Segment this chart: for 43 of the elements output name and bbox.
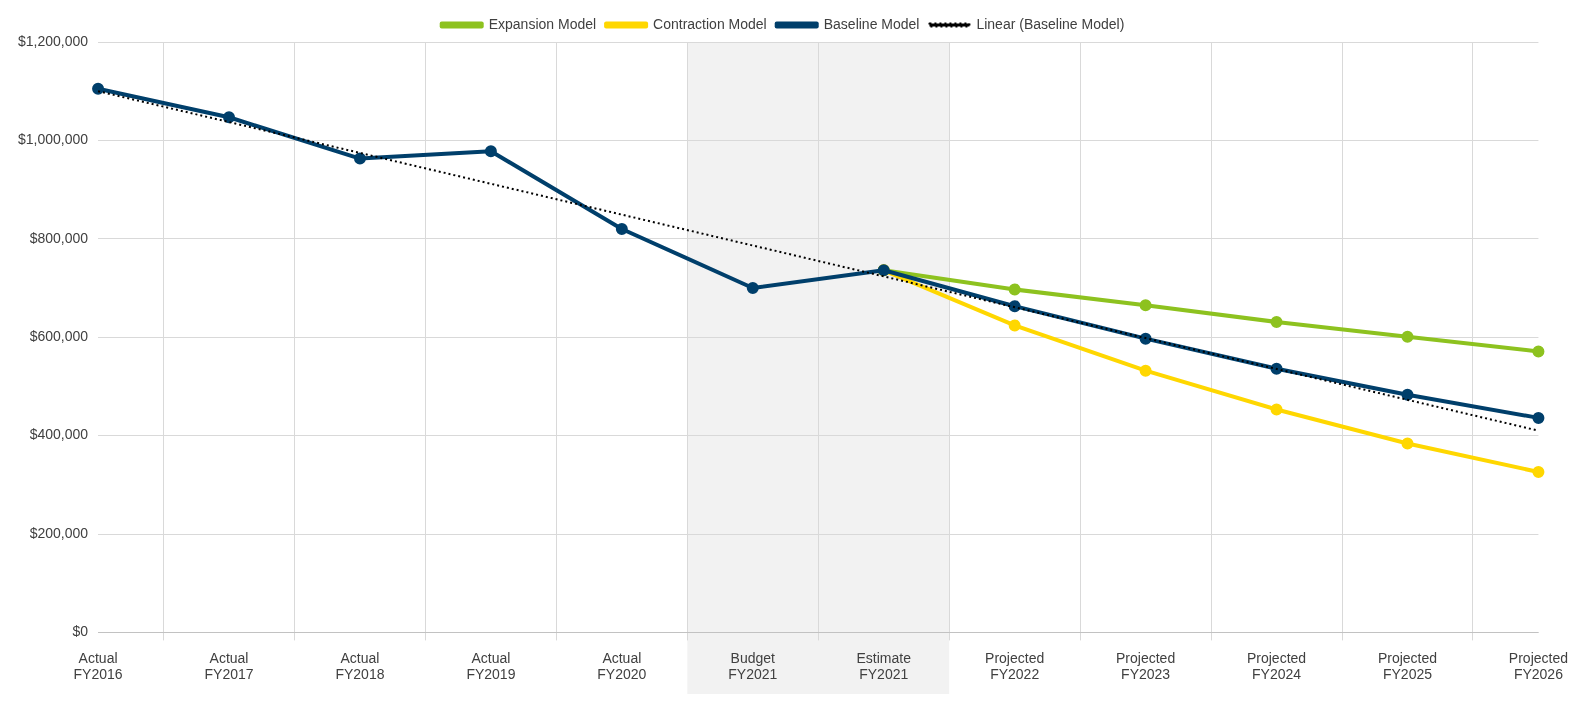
point — [1532, 411, 1545, 424]
point — [615, 222, 628, 235]
x-tick-label: Budget FY2021 — [728, 649, 778, 683]
x-tick-label: Projected FY2022 — [985, 649, 1045, 683]
x-tick-label: Actual FY2019 — [466, 649, 516, 683]
point — [353, 152, 366, 165]
point — [1139, 364, 1152, 377]
y-tick-label: $600,000 — [29, 328, 89, 345]
legend-label: Contraction Model — [653, 15, 767, 32]
point — [1008, 283, 1021, 296]
y-tick-label: $400,000 — [29, 426, 89, 443]
y-tick-label: $1,000,000 — [17, 131, 89, 148]
point — [1532, 345, 1545, 358]
legend-label: Expansion Model — [488, 15, 597, 32]
x-tick-label: Actual FY2020 — [597, 649, 647, 683]
point — [1401, 437, 1414, 450]
y-tick-label: $1,200,000 — [17, 32, 89, 49]
point — [1270, 315, 1283, 328]
point — [1008, 300, 1021, 313]
point — [746, 282, 759, 294]
legend-label: Baseline Model — [823, 15, 920, 32]
x-tick-label: Projected FY2026 — [1508, 649, 1569, 683]
point — [1401, 330, 1414, 343]
point — [1532, 466, 1545, 479]
x-tick-label: Projected FY2025 — [1377, 649, 1438, 683]
point — [1139, 299, 1152, 312]
x-tick-label: Projected FY2024 — [1246, 649, 1307, 683]
point — [484, 145, 497, 158]
x-tick-label: Actual FY2016 — [73, 649, 123, 683]
y-tick-label: $0 — [72, 623, 89, 640]
x-tick-label: Actual FY2018 — [335, 649, 385, 683]
point — [92, 82, 105, 95]
point — [1270, 362, 1283, 375]
y-tick-label: $200,000 — [29, 524, 89, 541]
y-tick-label: $800,000 — [29, 229, 89, 246]
legend-label: Linear (Baseline Model) — [976, 15, 1125, 32]
x-tick-label: Estimate FY2021 — [856, 649, 912, 683]
point — [1270, 403, 1283, 416]
x-tick-label: Projected FY2023 — [1116, 649, 1176, 683]
point — [1008, 319, 1021, 332]
point — [1401, 388, 1414, 401]
x-tick-label: Actual FY2017 — [204, 649, 254, 683]
point — [223, 111, 236, 124]
